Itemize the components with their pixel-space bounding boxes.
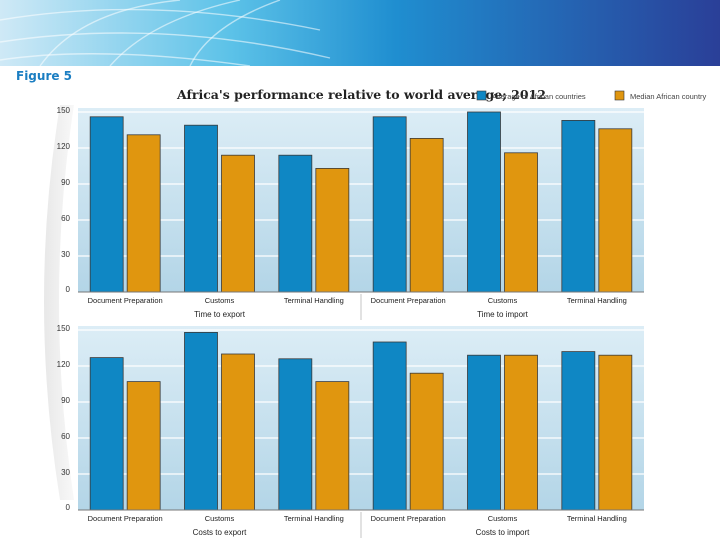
bar-african-median bbox=[598, 354, 633, 511]
x-group-label: Costs to export bbox=[193, 528, 248, 537]
x-category-label: Document Preparation bbox=[371, 296, 446, 305]
y-tick-label: 90 bbox=[61, 178, 70, 187]
bar-african-median bbox=[504, 152, 538, 293]
legend-label-average: Average of African countries bbox=[492, 92, 586, 101]
bar-african-average bbox=[89, 116, 124, 293]
header-banner bbox=[0, 0, 720, 66]
x-category-label: Terminal Handling bbox=[567, 514, 627, 523]
bar-african-median bbox=[598, 128, 633, 293]
bar-african-median bbox=[504, 354, 538, 511]
bar-african-average bbox=[561, 351, 596, 511]
bar-african-median bbox=[126, 134, 161, 293]
chart-title: Africa's performance relative to world a… bbox=[176, 87, 546, 102]
bar-african-median bbox=[315, 167, 350, 293]
y-tick-label: 0 bbox=[66, 285, 71, 294]
y-tick-label: 120 bbox=[57, 142, 71, 151]
bar-african-average bbox=[184, 331, 218, 511]
y-tick-label: 0 bbox=[66, 503, 71, 512]
bar-african-average bbox=[467, 354, 501, 511]
bar-african-median bbox=[221, 353, 255, 511]
bar-african-median bbox=[126, 381, 161, 511]
bar-african-average bbox=[561, 120, 596, 293]
legend-label-median: Median African country bbox=[630, 92, 707, 101]
x-category-label: Terminal Handling bbox=[284, 296, 344, 305]
x-category-label: Terminal Handling bbox=[284, 514, 344, 523]
x-category-label: Customs bbox=[488, 514, 518, 523]
y-tick-label: 90 bbox=[61, 396, 70, 405]
bar-african-median bbox=[221, 154, 255, 293]
x-category-label: Document Preparation bbox=[88, 296, 163, 305]
y-tick-label: 120 bbox=[57, 360, 71, 369]
y-tick-label: 30 bbox=[61, 468, 70, 477]
x-group-label: Costs to import bbox=[476, 528, 531, 537]
x-group-label: Time to export bbox=[194, 310, 246, 319]
y-tick-label: 60 bbox=[61, 432, 70, 441]
x-category-label: Document Preparation bbox=[371, 514, 446, 523]
legend-swatch-median bbox=[614, 90, 625, 101]
bar-african-average bbox=[278, 154, 313, 293]
bar-african-median bbox=[409, 137, 444, 293]
bar-african-average bbox=[372, 116, 407, 293]
x-category-label: Document Preparation bbox=[88, 514, 163, 523]
y-tick-label: 60 bbox=[61, 214, 70, 223]
legend-swatch-average bbox=[476, 90, 487, 101]
bar-african-average bbox=[184, 124, 218, 293]
y-tick-label: 30 bbox=[61, 250, 70, 259]
bar-african-average bbox=[372, 341, 407, 511]
x-group-label: Time to import bbox=[477, 310, 529, 319]
y-tick-label: 150 bbox=[57, 106, 71, 115]
bar-african-median bbox=[409, 372, 444, 511]
y-tick-label: 150 bbox=[57, 324, 71, 333]
bar-african-average bbox=[467, 111, 501, 293]
bar-african-average bbox=[89, 357, 124, 511]
x-category-label: Customs bbox=[205, 514, 235, 523]
x-category-label: Customs bbox=[488, 296, 518, 305]
bar-african-average bbox=[278, 358, 313, 511]
x-category-label: Terminal Handling bbox=[567, 296, 627, 305]
plot-area-1 bbox=[78, 108, 644, 292]
decorative-arc bbox=[44, 105, 74, 500]
figure-label: Figure 5 bbox=[16, 69, 73, 83]
plot-area-2 bbox=[78, 326, 644, 510]
x-category-label: Customs bbox=[205, 296, 235, 305]
globe-graphic bbox=[0, 0, 331, 66]
bar-african-median bbox=[315, 381, 350, 511]
